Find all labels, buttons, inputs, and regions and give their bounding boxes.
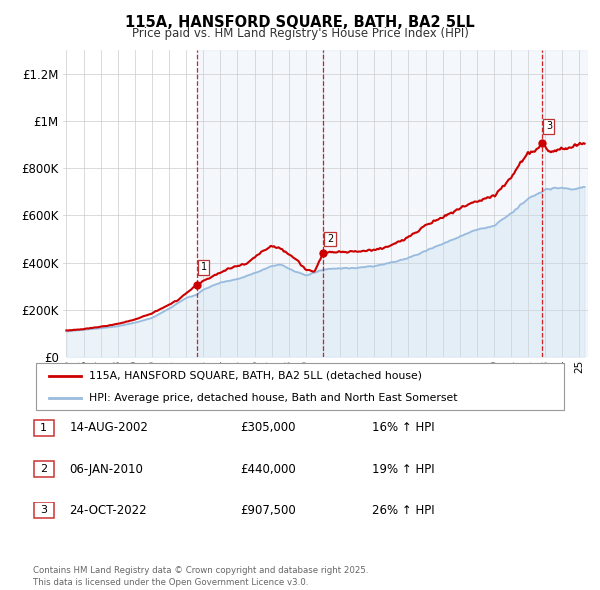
Text: 2: 2: [40, 464, 47, 474]
Text: 3: 3: [40, 506, 47, 515]
Text: £440,000: £440,000: [240, 463, 296, 476]
Text: 06-JAN-2010: 06-JAN-2010: [70, 463, 143, 476]
Text: HPI: Average price, detached house, Bath and North East Somerset: HPI: Average price, detached house, Bath…: [89, 394, 457, 403]
Text: Price paid vs. HM Land Registry's House Price Index (HPI): Price paid vs. HM Land Registry's House …: [131, 27, 469, 40]
FancyBboxPatch shape: [34, 502, 54, 519]
Text: 115A, HANSFORD SQUARE, BATH, BA2 5LL: 115A, HANSFORD SQUARE, BATH, BA2 5LL: [125, 15, 475, 30]
Text: 1: 1: [200, 263, 206, 272]
Bar: [197, 50, 323, 357]
Text: 14-AUG-2002: 14-AUG-2002: [70, 421, 148, 434]
Bar: [323, 50, 542, 357]
Text: 26% ↑ HPI: 26% ↑ HPI: [372, 504, 434, 517]
FancyBboxPatch shape: [34, 461, 54, 477]
Text: £305,000: £305,000: [240, 421, 296, 434]
Text: Contains HM Land Registry data © Crown copyright and database right 2025.
This d: Contains HM Land Registry data © Crown c…: [33, 566, 368, 587]
Text: 3: 3: [546, 122, 552, 131]
Text: 2: 2: [327, 234, 333, 244]
FancyBboxPatch shape: [34, 419, 54, 436]
Bar: [542, 50, 588, 357]
Text: 115A, HANSFORD SQUARE, BATH, BA2 5LL (detached house): 115A, HANSFORD SQUARE, BATH, BA2 5LL (de…: [89, 371, 422, 381]
Text: 16% ↑ HPI: 16% ↑ HPI: [372, 421, 434, 434]
Text: 1: 1: [40, 423, 47, 432]
FancyBboxPatch shape: [36, 363, 564, 410]
Text: 19% ↑ HPI: 19% ↑ HPI: [372, 463, 434, 476]
Text: 24-OCT-2022: 24-OCT-2022: [70, 504, 147, 517]
Text: £907,500: £907,500: [240, 504, 296, 517]
